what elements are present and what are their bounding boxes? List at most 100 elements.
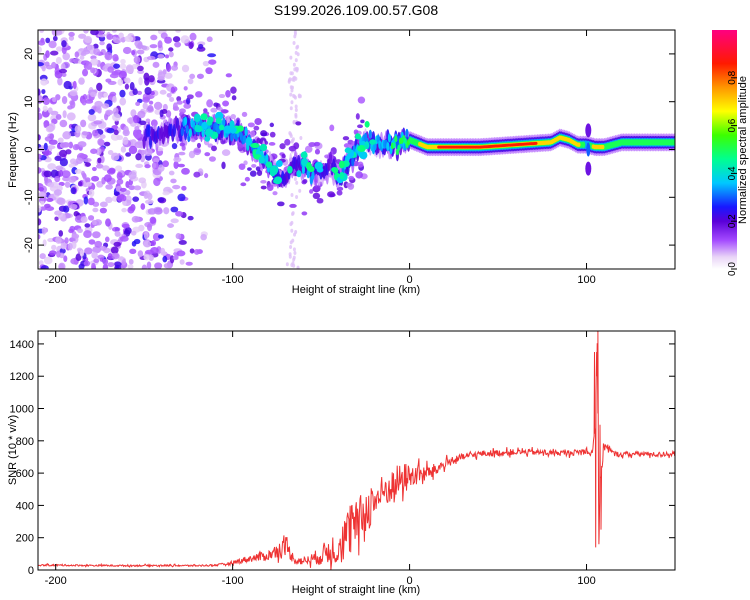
noise-speckle (175, 211, 184, 217)
noise-speckle (126, 117, 135, 124)
noise-speckle (131, 50, 136, 56)
noise-speckle (62, 131, 72, 140)
noise-speckle (290, 139, 294, 144)
noise-speckle (102, 263, 109, 269)
noise-speckle (67, 242, 73, 251)
snr-x-axis: -200 -100 0 100 (45, 331, 596, 587)
noise-speckle (308, 142, 317, 147)
noise-speckle (313, 185, 321, 191)
noise-speckle (69, 158, 77, 165)
noise-speckle (104, 52, 113, 61)
noise-speckle (295, 67, 299, 72)
noise-speckle (255, 166, 261, 172)
ridge-cell (585, 123, 592, 138)
snr-y-label: SNR (10 * v/v) (7, 415, 19, 485)
noise-speckle (302, 179, 308, 184)
snr-x-label: Height of straight line (km) (292, 584, 420, 596)
noise-speckle (123, 125, 129, 135)
ridge-cell (387, 133, 392, 143)
noise-speckle (288, 77, 292, 82)
ridge-cell (339, 171, 345, 180)
ridge-cell (218, 124, 225, 131)
ridge-cell (357, 144, 366, 152)
noise-speckle (74, 125, 82, 134)
noise-speckle (202, 60, 210, 67)
noise-speckle (68, 31, 75, 37)
noise-speckle-layer (38, 30, 368, 269)
noise-speckle (90, 67, 96, 74)
ridge-cell (185, 124, 189, 134)
noise-speckle (121, 223, 130, 229)
noise-speckle (243, 160, 248, 166)
noise-speckle (193, 248, 200, 255)
noise-speckle (74, 51, 80, 58)
noise-speckle (80, 119, 87, 128)
noise-speckle (294, 104, 298, 109)
noise-speckle (38, 167, 42, 174)
noise-speckle (119, 89, 126, 98)
ridge-cell (265, 161, 273, 168)
noise-speckle (99, 134, 106, 139)
ridge-cell (328, 151, 333, 165)
noise-speckle (127, 264, 134, 269)
noise-speckle (148, 100, 154, 105)
noise-speckle (150, 90, 155, 96)
noise-speckle (90, 91, 97, 98)
noise-speckle (204, 152, 211, 157)
y-tick-label: 800 (16, 436, 34, 448)
noise-speckle (77, 228, 83, 234)
snr-series-line (38, 331, 675, 570)
noise-speckle (107, 262, 115, 268)
noise-speckle (97, 30, 104, 36)
ridge-cell (301, 165, 306, 175)
noise-speckle (94, 100, 103, 108)
noise-speckle (75, 157, 84, 165)
ridge-cell (273, 176, 283, 185)
noise-speckle (91, 251, 98, 259)
noise-speckle (163, 262, 172, 269)
noise-speckle (55, 46, 63, 52)
noise-speckle (151, 162, 157, 169)
noise-speckle (279, 143, 286, 150)
noise-speckle (113, 191, 120, 197)
noise-speckle (39, 197, 48, 202)
noise-speckle (38, 40, 46, 46)
noise-speckle (43, 150, 52, 156)
noise-speckle (152, 61, 160, 68)
colorbar: 0.0 0.2 0.4 0.6 0.8 Normalized spectral ampl… (712, 30, 749, 276)
noise-speckle (109, 91, 117, 97)
noise-speckle (292, 40, 296, 45)
noise-speckle (157, 197, 165, 203)
noise-speckle (56, 197, 66, 206)
noise-speckle (355, 171, 364, 179)
noise-speckle (54, 210, 62, 216)
noise-speckle (105, 184, 113, 190)
noise-speckle (96, 181, 104, 188)
noise-speckle (113, 129, 119, 136)
noise-speckle (178, 151, 186, 156)
ridge-cell (244, 127, 248, 137)
noise-speckle (244, 176, 250, 182)
colorbar-tick-label: 0.2 (727, 214, 738, 228)
noise-speckle (289, 203, 297, 208)
ridge-cell (368, 129, 372, 139)
noise-speckle (114, 230, 121, 237)
noise-speckle (247, 122, 255, 128)
noise-speckle (169, 96, 175, 102)
noise-speckle (61, 45, 67, 55)
noise-speckle (135, 101, 141, 106)
noise-speckle (357, 124, 364, 129)
noise-speckle (166, 63, 172, 72)
noise-speckle (58, 169, 64, 177)
noise-speckle (289, 92, 293, 97)
noise-speckle (295, 45, 299, 50)
noise-speckle (210, 107, 218, 113)
noise-speckle (293, 176, 297, 181)
noise-speckle (297, 94, 301, 99)
ridge-cell (311, 170, 315, 180)
ridge-cell (236, 125, 244, 132)
noise-speckle (77, 181, 83, 187)
noise-speckle (136, 90, 143, 95)
noise-speckle (59, 248, 66, 254)
noise-speckle (54, 175, 61, 183)
